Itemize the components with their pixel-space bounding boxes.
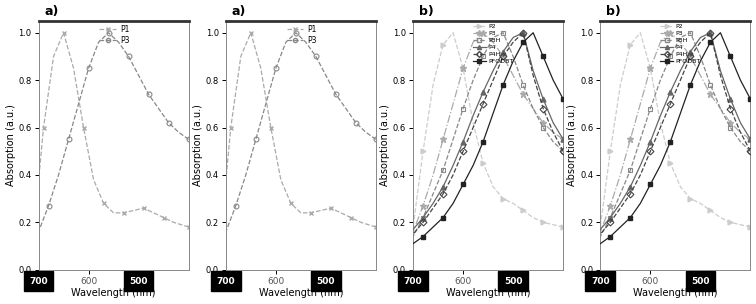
X-axis label: Wavelength (nm): Wavelength (nm) (446, 288, 531, 299)
Legend: P1, P3: P1, P3 (287, 25, 317, 45)
Text: a): a) (45, 5, 59, 19)
X-axis label: Wavelength (nm): Wavelength (nm) (71, 288, 156, 299)
Y-axis label: Absorption (a.u.): Absorption (a.u.) (5, 104, 16, 186)
X-axis label: Wavelength (nm): Wavelength (nm) (259, 288, 343, 299)
Text: b): b) (419, 5, 434, 19)
Legend: P1, P3: P1, P3 (99, 25, 129, 45)
X-axis label: Wavelength (nm): Wavelength (nm) (633, 288, 717, 299)
Legend: P2, P3, P3H, P4, P4H, PFODBT: P2, P3, P3H, P4, P4H, PFODBT (661, 24, 701, 64)
Legend: P2, P3, P3H, P4, P4H, PFODBT: P2, P3, P3H, P4, P4H, PFODBT (473, 24, 513, 64)
Y-axis label: Absorption (a.u.): Absorption (a.u.) (380, 104, 390, 186)
Y-axis label: Absorption (a.u.): Absorption (a.u.) (193, 104, 203, 186)
Text: a): a) (232, 5, 246, 19)
Y-axis label: Absorption (a.u.): Absorption (a.u.) (567, 104, 578, 186)
Text: b): b) (606, 5, 621, 19)
